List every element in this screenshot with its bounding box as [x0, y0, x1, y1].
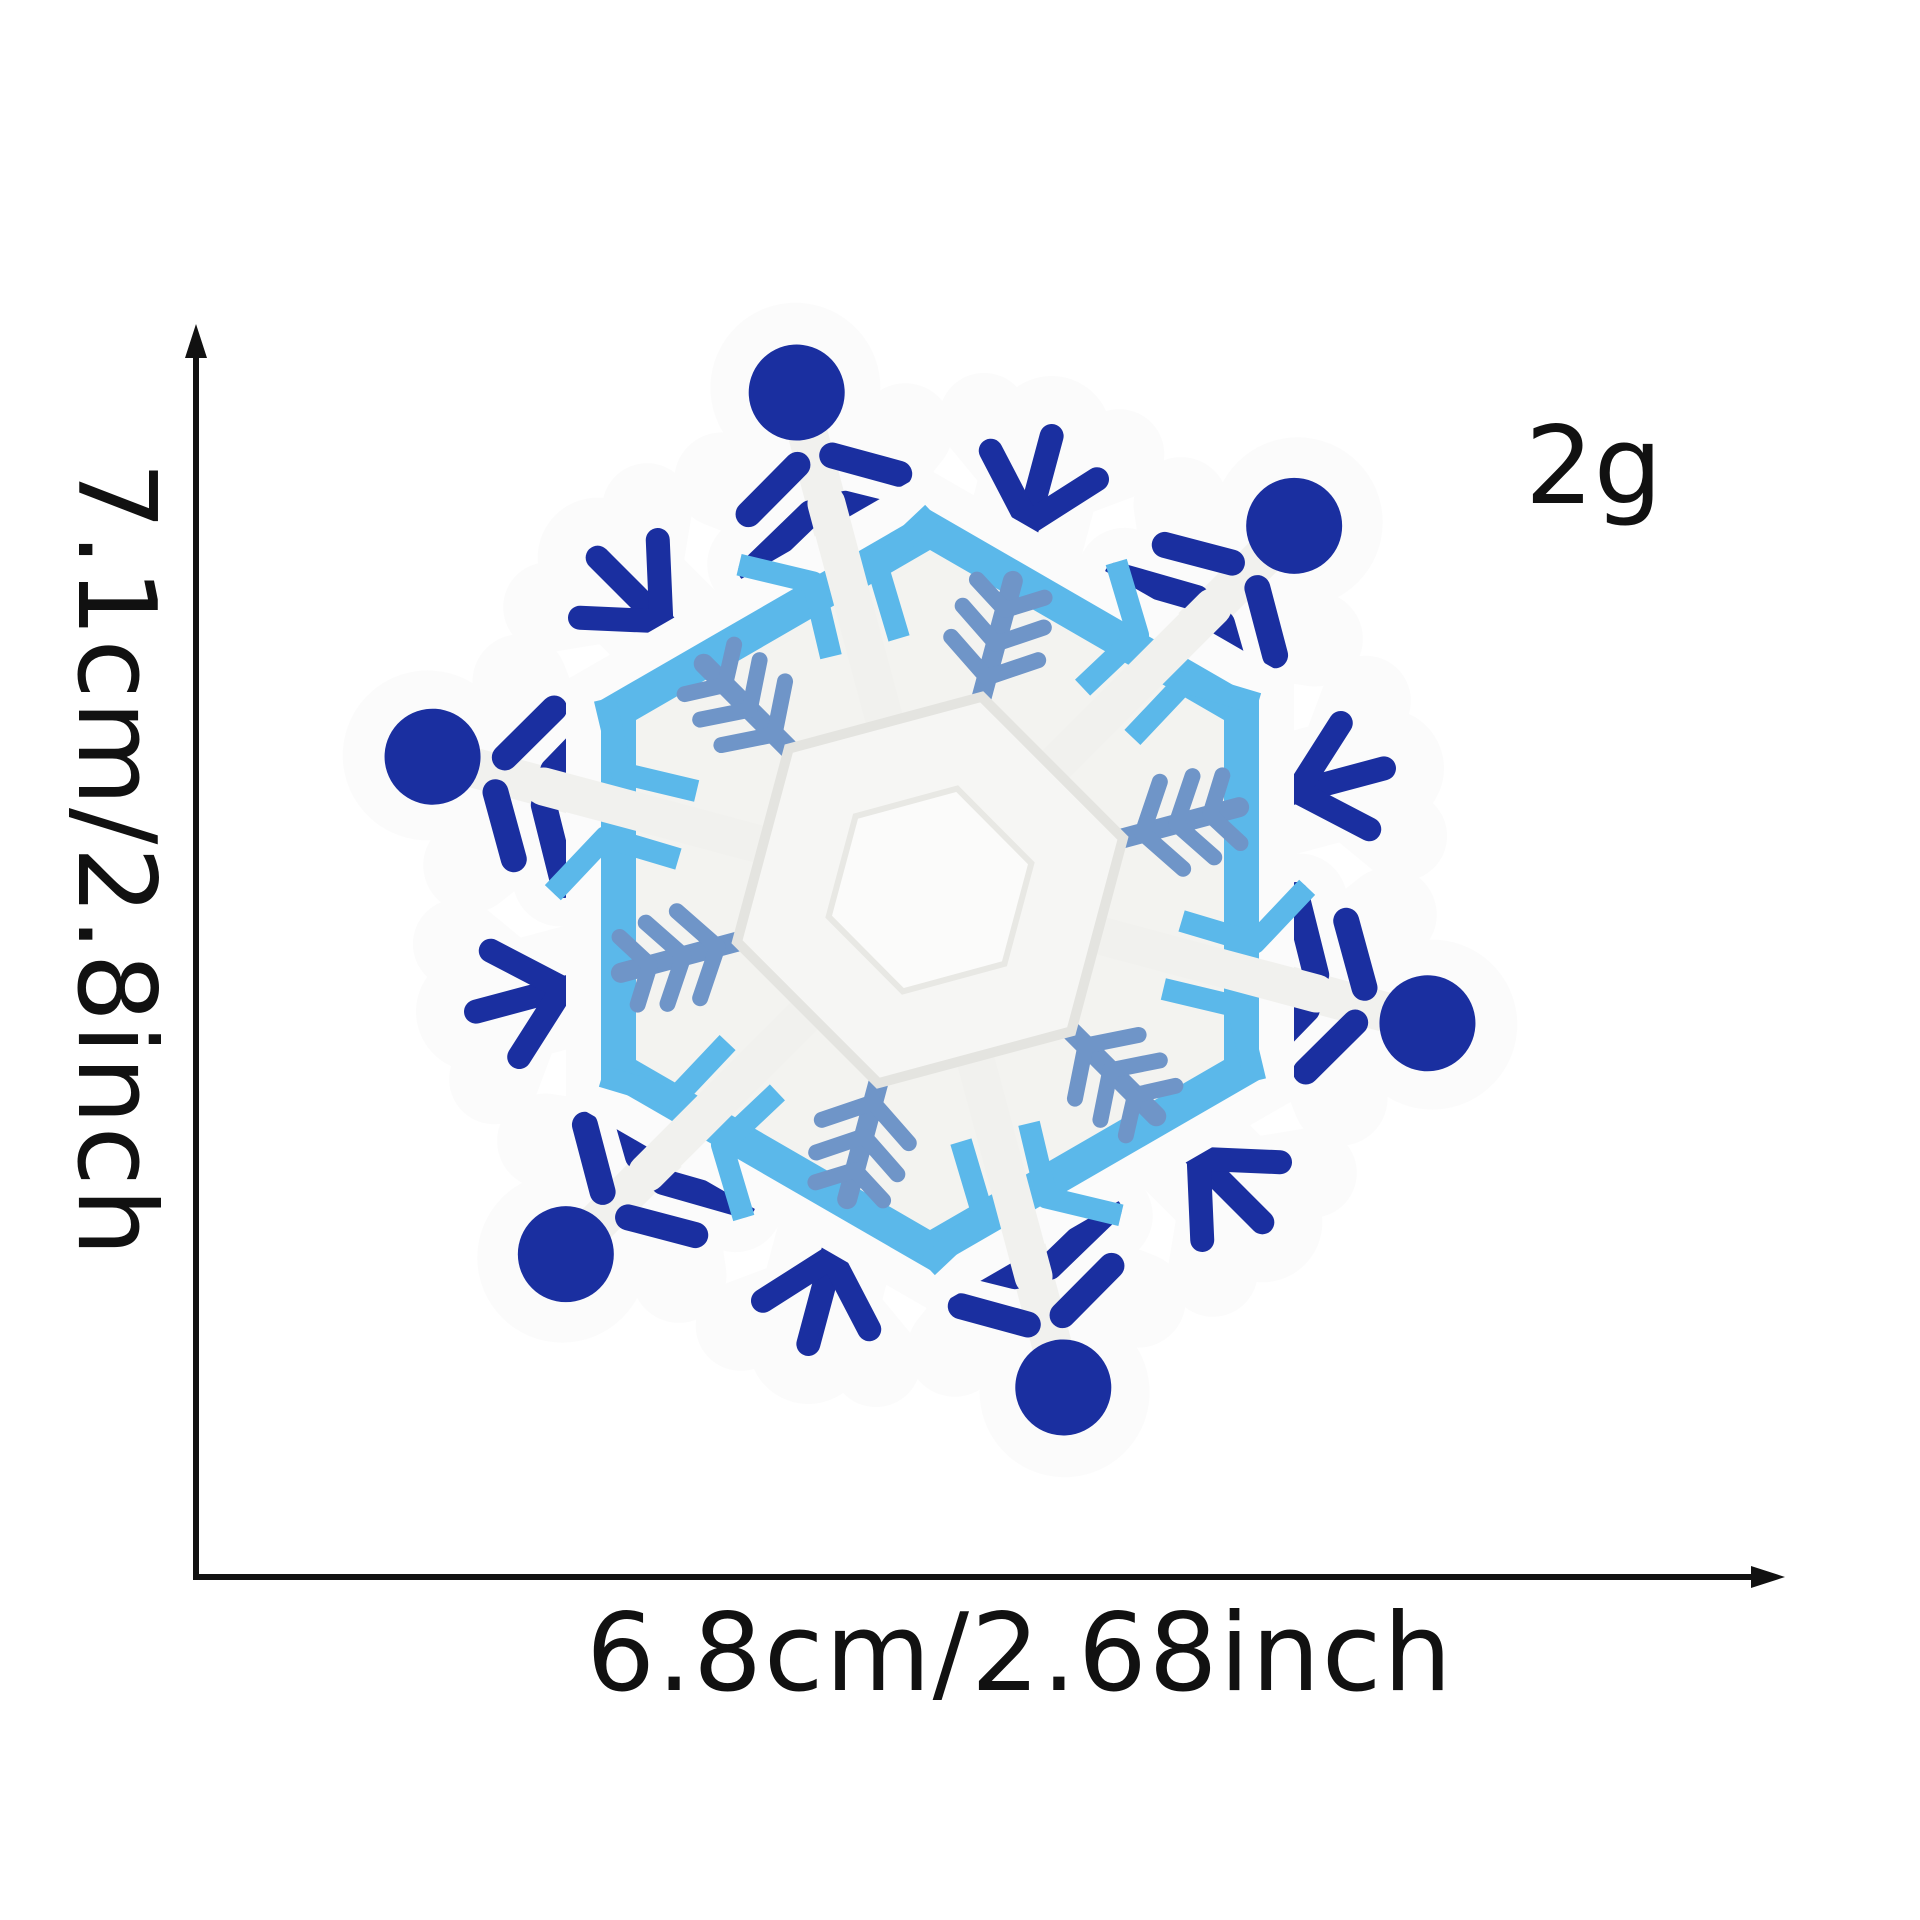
snowflake-motif: [330, 281, 1530, 1499]
up-arrowhead: [185, 324, 207, 358]
right-arrowhead: [1751, 1566, 1785, 1588]
height-dimension-label: 7.1cm/2.8inch: [53, 461, 178, 1259]
weight-label: 2g: [1525, 404, 1663, 529]
width-dimension-label: 6.8cm/2.68inch: [586, 1591, 1454, 1716]
snowflake-patch-image: [330, 250, 1530, 1510]
